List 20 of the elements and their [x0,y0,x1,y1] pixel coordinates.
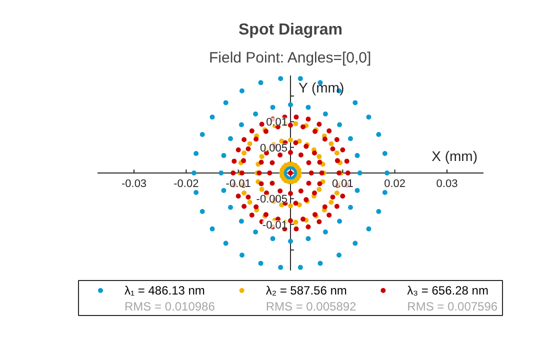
y-axis-title: Y (mm) [298,80,344,96]
text: RMS = 0.007596 [407,300,498,314]
x-tick-label: 0.03 [436,178,458,190]
text: RMS = 0.010986 [124,300,216,314]
y-tick-label: -0.005 [256,194,288,206]
legend-label: λ₃ = 656.28 nm [407,284,488,298]
y-tick-label: 0.005 [260,142,288,154]
legend-label: λ₁ = 486.13 nm [124,284,205,298]
chart-title: Spot Diagram [238,22,343,38]
x-tick-label: -0.02 [174,178,199,190]
x-tick-label: 0.01 [332,178,354,190]
x-tick-label: -0.03 [121,178,147,190]
x-tick-label: 0.02 [384,178,406,190]
legend-label: λ₂ = 587.56 nm [266,284,347,298]
chart-subtitle: Field Point: Angles=[0,0] [208,50,372,66]
y-tick-label: 0.01 [266,116,288,129]
y-tick-label: -0.01 [262,219,288,232]
x-tick-label: -0.01 [226,178,251,190]
x-axis-title: X (mm) [432,148,478,164]
text: RMS = 0.005892 [266,300,357,314]
